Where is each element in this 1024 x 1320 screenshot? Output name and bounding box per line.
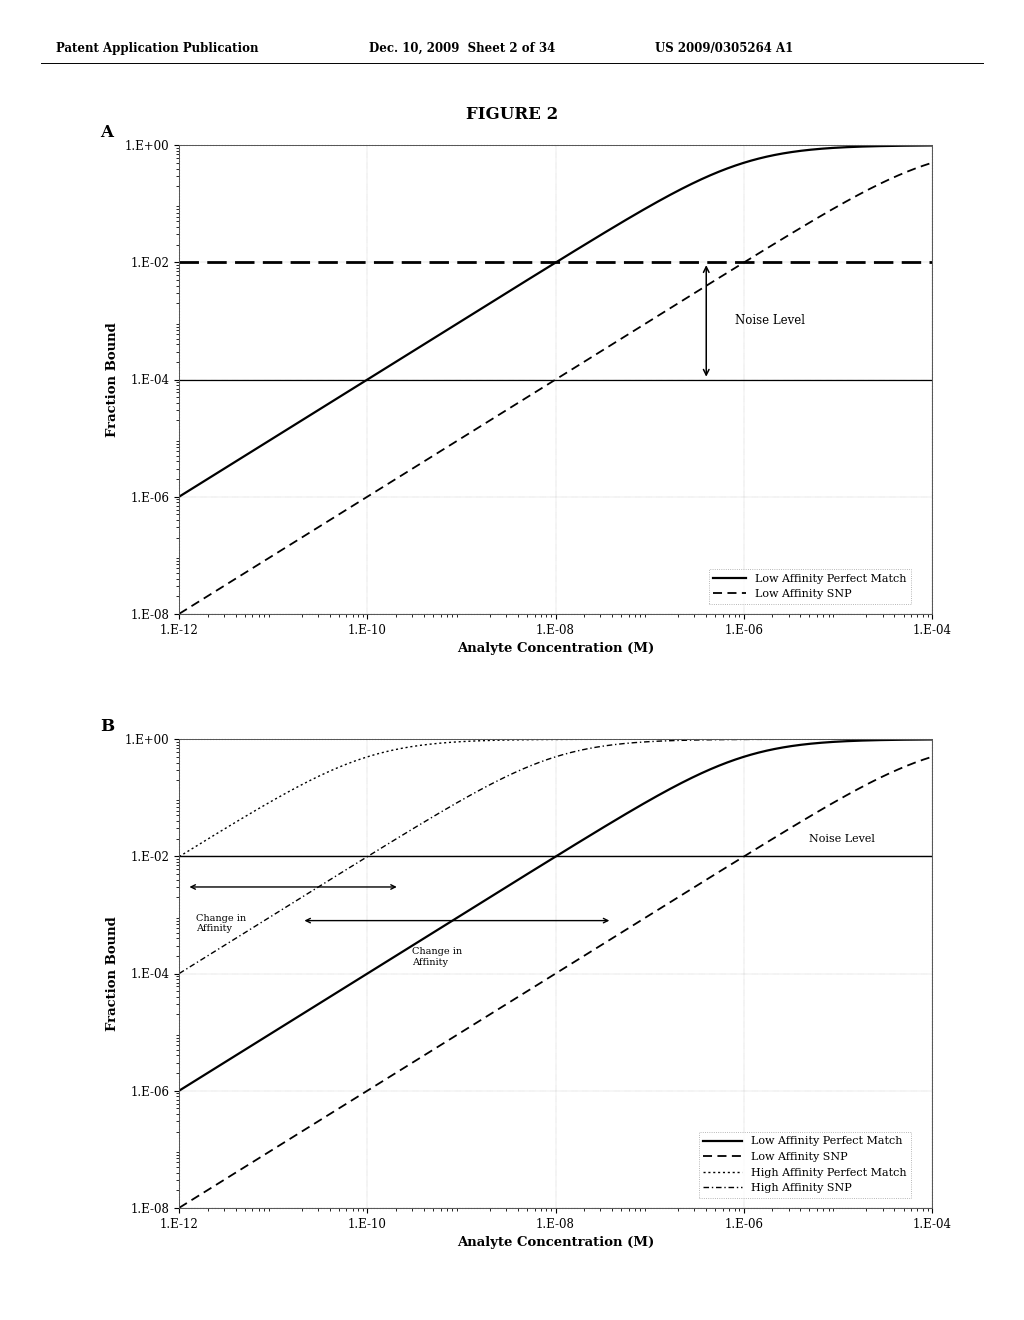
Text: Dec. 10, 2009  Sheet 2 of 34: Dec. 10, 2009 Sheet 2 of 34 — [369, 42, 555, 55]
Y-axis label: Fraction Bound: Fraction Bound — [106, 916, 120, 1031]
Text: FIGURE 2: FIGURE 2 — [466, 106, 558, 123]
Text: US 2009/0305264 A1: US 2009/0305264 A1 — [655, 42, 794, 55]
Text: B: B — [100, 718, 115, 734]
Text: Change in
Affinity: Change in Affinity — [196, 913, 246, 933]
Legend: Low Affinity Perfect Match, Low Affinity SNP, High Affinity Perfect Match, High : Low Affinity Perfect Match, Low Affinity… — [699, 1133, 911, 1197]
Legend: Low Affinity Perfect Match, Low Affinity SNP: Low Affinity Perfect Match, Low Affinity… — [709, 569, 911, 603]
Text: A: A — [100, 124, 114, 140]
Text: Noise Level: Noise Level — [809, 834, 876, 845]
Text: Noise Level: Noise Level — [734, 314, 805, 327]
Text: Patent Application Publication: Patent Application Publication — [56, 42, 259, 55]
X-axis label: Analyte Concentration (M): Analyte Concentration (M) — [457, 1236, 654, 1249]
Text: Change in
Affinity: Change in Affinity — [413, 948, 463, 966]
Y-axis label: Fraction Bound: Fraction Bound — [106, 322, 120, 437]
X-axis label: Analyte Concentration (M): Analyte Concentration (M) — [457, 642, 654, 655]
